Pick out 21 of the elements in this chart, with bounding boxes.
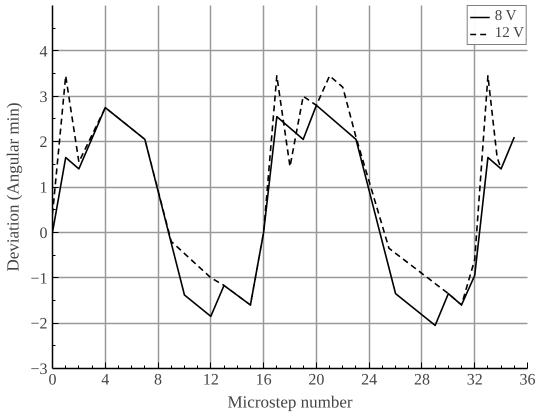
y-tick-label: 0 bbox=[40, 224, 48, 242]
x-axis-title: Microstep number bbox=[227, 392, 353, 412]
x-tick-label: 16 bbox=[256, 372, 272, 388]
legend-label: 8 V bbox=[494, 8, 516, 25]
y-tick-label: 1 bbox=[40, 180, 48, 196]
y-axis-title: Deviation (Angular min) bbox=[3, 102, 22, 272]
y-tick-label: 4 bbox=[40, 43, 48, 60]
y-tick-label: 3 bbox=[40, 88, 48, 106]
y-tick-label: 2 bbox=[40, 134, 48, 152]
x-tick-label: 8 bbox=[154, 372, 162, 388]
y-tick-label: −3 bbox=[30, 361, 48, 378]
x-tick-label: 32 bbox=[466, 372, 483, 388]
y-tick-label: −1 bbox=[30, 270, 48, 288]
x-tick-label: 4 bbox=[101, 372, 110, 388]
x-tick-label: 20 bbox=[308, 372, 324, 388]
y-tick-label: −2 bbox=[30, 316, 48, 333]
x-tick-label: 28 bbox=[414, 372, 430, 388]
x-tick-label: 24 bbox=[361, 372, 378, 388]
x-tick-label: 12 bbox=[202, 372, 219, 388]
legend-label: 12 V bbox=[494, 25, 524, 42]
x-tick-label: 36 bbox=[520, 372, 536, 388]
